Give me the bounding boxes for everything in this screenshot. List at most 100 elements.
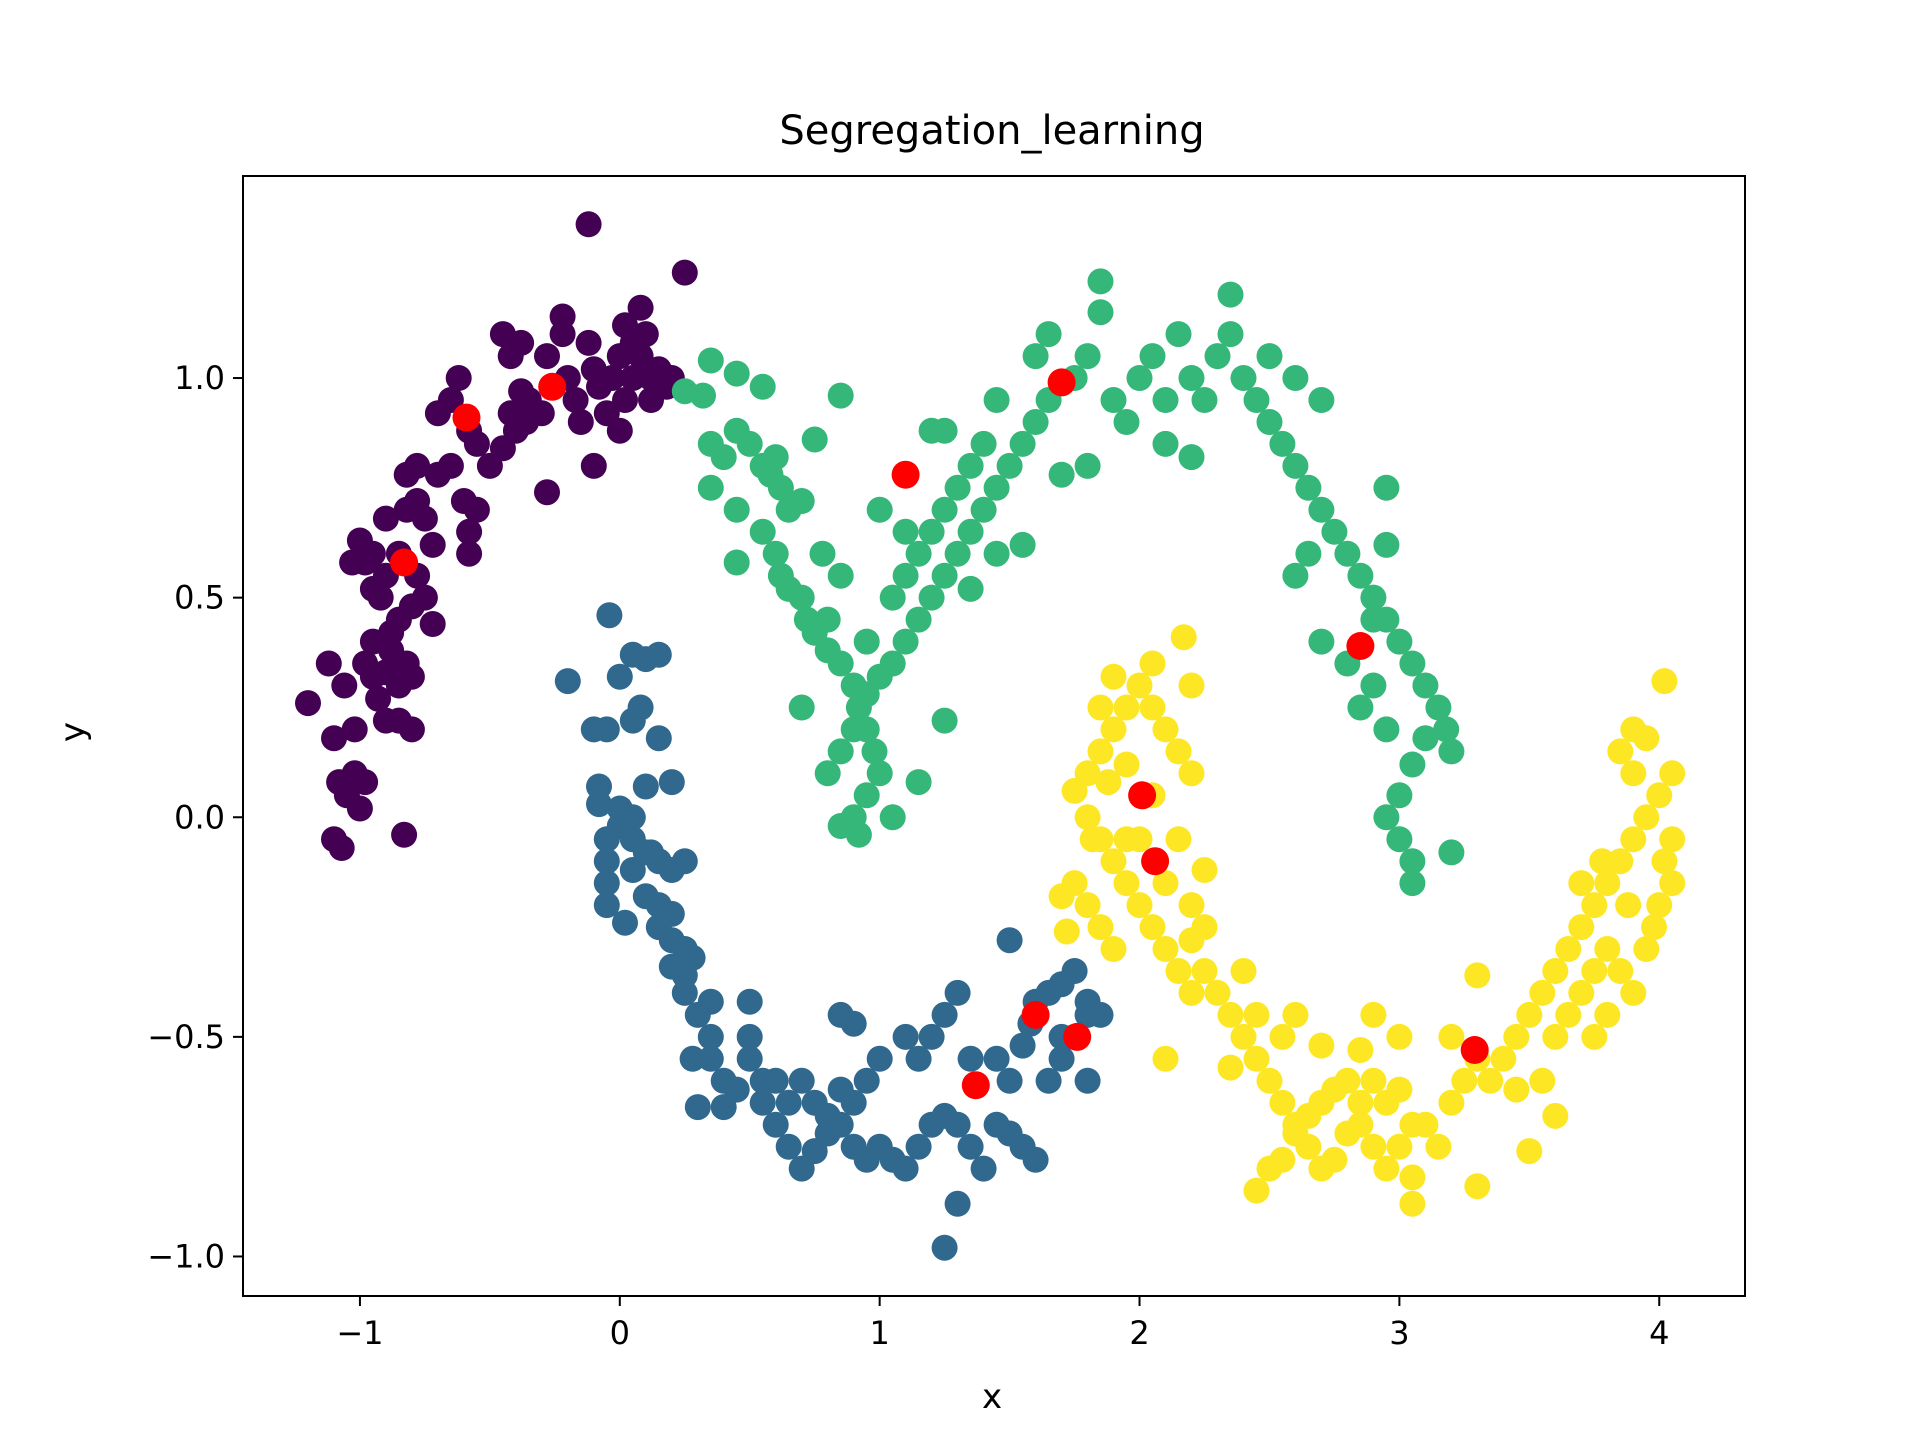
scatter-point-cluster-4 bbox=[1386, 1023, 1413, 1050]
scatter-point-cluster-1 bbox=[575, 329, 602, 356]
scatter-point-cluster-3 bbox=[1113, 409, 1140, 435]
scatter-point-cluster-1 bbox=[419, 611, 446, 637]
scatter-point-cluster-4 bbox=[1620, 760, 1647, 787]
scatter-point-cluster-4 bbox=[1170, 624, 1197, 651]
scatter-point-cluster-2 bbox=[619, 857, 646, 883]
scatter-point-cluster-4 bbox=[1165, 826, 1192, 853]
scatter-point-cluster-3 bbox=[879, 650, 906, 677]
scatter-point-cluster-2 bbox=[1061, 958, 1088, 984]
scatter-point-cluster-3 bbox=[866, 760, 893, 787]
scatter-point-cluster-3 bbox=[788, 584, 815, 611]
scatter-point-cluster-4 bbox=[1386, 1133, 1413, 1160]
scatter-point-cluster-4 bbox=[1641, 914, 1667, 941]
scatter-point-cluster-3 bbox=[1433, 716, 1460, 743]
scatter-point-cluster-4 bbox=[1165, 958, 1192, 984]
scatter-point-cluster-4 bbox=[1269, 1023, 1296, 1050]
scatter-point-cluster-4 bbox=[1607, 958, 1634, 984]
scatter-point-cluster-1 bbox=[295, 690, 321, 717]
scatter-point-cluster-3 bbox=[1178, 365, 1205, 391]
scatter-point-cluster-4 bbox=[1087, 694, 1114, 721]
scatter-point-cluster-3 bbox=[1308, 628, 1335, 655]
scatter-point-cluster-4 bbox=[1178, 760, 1205, 787]
scatter-point-cluster-1 bbox=[346, 795, 373, 822]
scatter-point-cluster-2 bbox=[840, 1089, 867, 1116]
scatter-point-cluster-4 bbox=[1464, 962, 1491, 989]
scatter-point-cluster-3 bbox=[983, 474, 1010, 501]
scatter-point-cluster-3 bbox=[1217, 281, 1244, 308]
scatter-point-cluster-3 bbox=[1295, 474, 1322, 501]
scatter-point-cluster-2 bbox=[671, 848, 698, 875]
scatter-point-cluster-3 bbox=[1425, 694, 1452, 721]
scatter-point-cluster-2 bbox=[671, 979, 698, 1006]
scatter-point-cluster-4 bbox=[1256, 1067, 1283, 1094]
scatter-point-cluster-3 bbox=[1074, 343, 1101, 370]
scatter-point-cluster-3 bbox=[957, 452, 984, 479]
scatter-point-cluster-3 bbox=[892, 562, 919, 589]
scatter-point-cluster-4 bbox=[1139, 694, 1166, 721]
scatter-point-cluster-3 bbox=[1256, 409, 1283, 435]
scatter-point-cluster-4 bbox=[1126, 826, 1153, 853]
scatter-point-cluster-4 bbox=[1178, 892, 1205, 919]
scatter-point-cluster-1 bbox=[549, 303, 576, 330]
scatter-point-cluster-2 bbox=[983, 1045, 1010, 1072]
scatter-point-cluster-2 bbox=[586, 791, 612, 818]
centroid-point bbox=[452, 403, 481, 432]
scatter-point-cluster-4 bbox=[1607, 848, 1634, 875]
scatter-point-cluster-3 bbox=[1035, 321, 1062, 348]
scatter-point-cluster-4 bbox=[1581, 892, 1608, 919]
scatter-point-cluster-2 bbox=[632, 773, 659, 800]
scatter-point-cluster-3 bbox=[736, 430, 763, 457]
scatter-point-cluster-4 bbox=[1581, 1023, 1608, 1050]
scatter-point-cluster-3 bbox=[1360, 606, 1387, 633]
centroid-point bbox=[1346, 632, 1375, 660]
scatter-point-cluster-2 bbox=[905, 1133, 932, 1160]
scatter-point-cluster-2 bbox=[775, 1089, 802, 1116]
scatter-point-cluster-3 bbox=[1048, 461, 1075, 488]
scatter-point-cluster-3 bbox=[749, 518, 776, 545]
scatter-point-cluster-3 bbox=[1282, 562, 1309, 589]
scatter-point-cluster-3 bbox=[996, 452, 1023, 479]
scatter-point-cluster-1 bbox=[619, 365, 646, 391]
scatter-point-cluster-4 bbox=[1360, 1067, 1387, 1094]
scatter-point-cluster-3 bbox=[1074, 452, 1101, 479]
scatter-point-cluster-1 bbox=[339, 549, 366, 576]
scatter-point-cluster-1 bbox=[599, 365, 625, 391]
scatter-point-cluster-3 bbox=[697, 347, 724, 374]
scatter-point-cluster-3 bbox=[1295, 540, 1322, 567]
scatter-point-cluster-3 bbox=[1347, 694, 1374, 721]
scatter-point-cluster-4 bbox=[1399, 1190, 1426, 1217]
scatter-point-cluster-2 bbox=[606, 663, 633, 690]
scatter-point-cluster-4 bbox=[1230, 958, 1257, 984]
scatter-point-cluster-3 bbox=[1373, 531, 1400, 558]
scatter-point-cluster-2 bbox=[957, 1133, 984, 1160]
scatter-point-cluster-3 bbox=[1282, 365, 1309, 391]
scatter-point-cluster-3 bbox=[1399, 848, 1426, 875]
scatter-point-cluster-3 bbox=[1165, 321, 1192, 348]
scatter-point-cluster-1 bbox=[372, 505, 399, 532]
scatter-point-cluster-4 bbox=[1243, 1001, 1270, 1028]
scatter-point-cluster-4 bbox=[1646, 782, 1673, 809]
y-tick-label: 1.0 bbox=[174, 359, 225, 397]
scatter-point-cluster-3 bbox=[710, 444, 737, 471]
scatter-point-cluster-4 bbox=[1087, 738, 1114, 765]
scatter-point-cluster-1 bbox=[359, 540, 386, 567]
scatter-point-cluster-3 bbox=[931, 417, 958, 444]
scatter-point-cluster-4 bbox=[1425, 1133, 1452, 1160]
scatter-point-cluster-3 bbox=[1386, 782, 1413, 809]
scatter-point-cluster-4 bbox=[1594, 870, 1621, 897]
chart-title: Segregation_learning bbox=[779, 108, 1204, 154]
scatter-point-cluster-3 bbox=[1152, 387, 1179, 413]
scatter-point-cluster-1 bbox=[567, 409, 594, 435]
scatter-point-cluster-3 bbox=[1321, 518, 1348, 545]
scatter-point-cluster-3 bbox=[814, 606, 841, 633]
scatter-point-cluster-2 bbox=[892, 1155, 919, 1182]
scatter-point-cluster-4 bbox=[1620, 826, 1647, 853]
scatter-point-cluster-3 bbox=[1178, 444, 1205, 471]
scatter-point-cluster-4 bbox=[1079, 826, 1106, 853]
scatter-point-cluster-3 bbox=[918, 518, 945, 545]
x-axis-label: x bbox=[982, 1377, 1002, 1417]
scatter-point-cluster-3 bbox=[723, 549, 750, 576]
scatter-point-cluster-2 bbox=[1048, 1045, 1075, 1072]
scatter-point-cluster-3 bbox=[723, 496, 750, 523]
scatter-point-cluster-4 bbox=[1152, 1045, 1179, 1072]
